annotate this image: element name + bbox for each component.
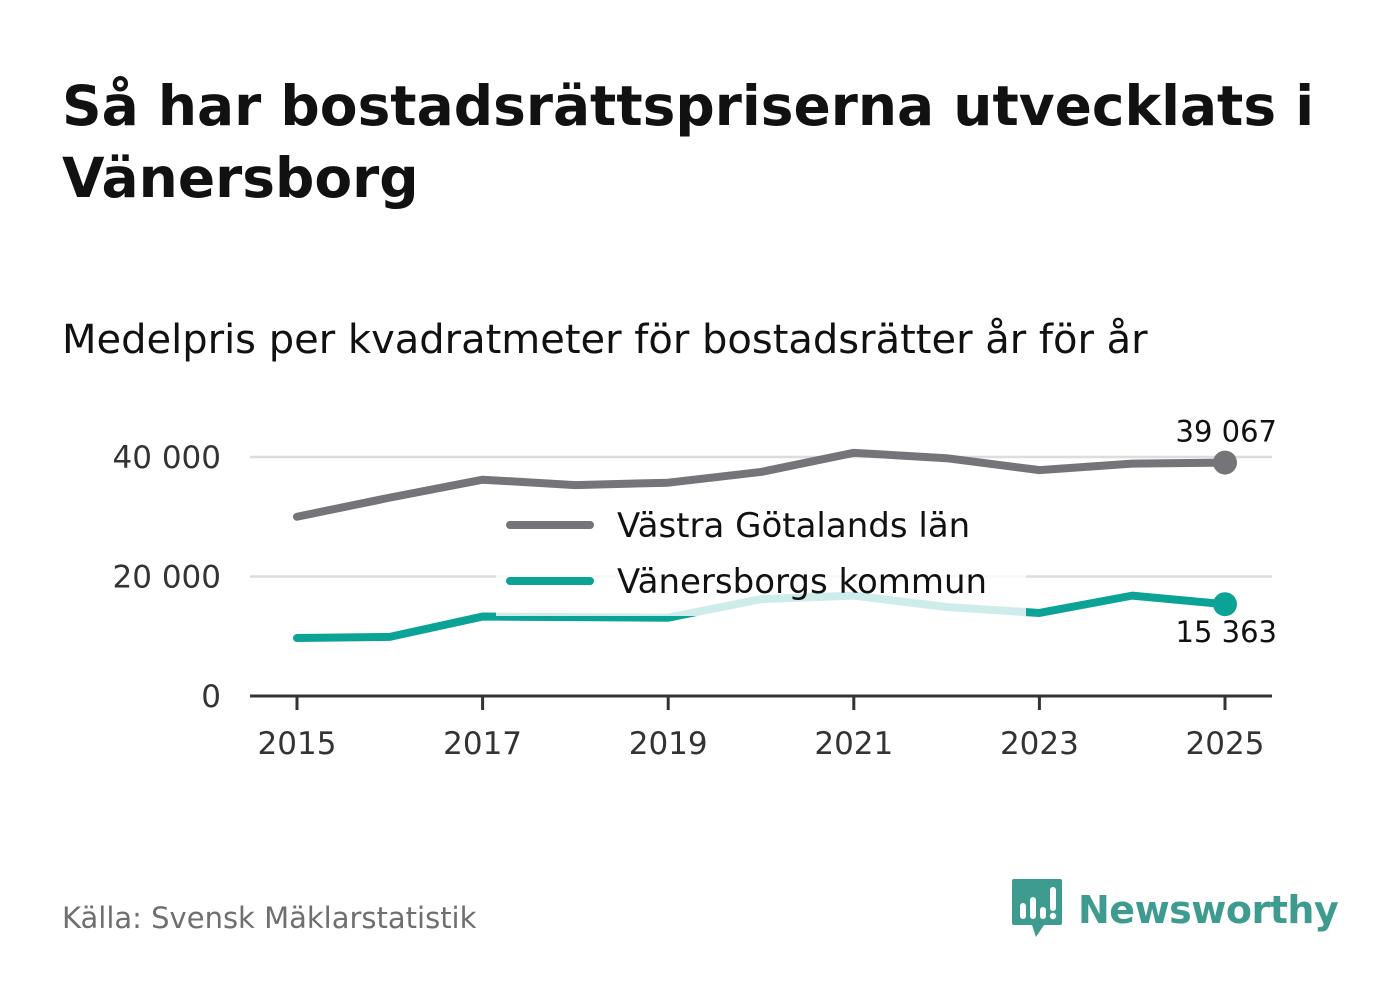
end-value-label-2: 15 363 (1176, 615, 1277, 649)
brand-name: Newsworthy (1078, 888, 1339, 932)
end-point-marker-2 (1213, 592, 1237, 617)
x-tick-label: 2015 (258, 726, 337, 762)
legend-background (496, 500, 1026, 616)
end-value-label-1: 39 067 (1176, 415, 1277, 449)
chart-title: Så har bostadsrättspriserna utvecklats i… (62, 74, 1315, 210)
brand-logo[interactable]: Newsworthy (1010, 877, 1339, 943)
x-tick-label: 2017 (443, 726, 522, 762)
x-tick-label: 2025 (1186, 726, 1265, 762)
legend-label-1: Västra Götalands län (617, 506, 970, 546)
chart-subtitle: Medelpris per kvadratmeter för bostadsrä… (62, 317, 1148, 363)
x-tick-label: 2019 (629, 726, 708, 762)
x-tick-label: 2021 (814, 726, 893, 762)
x-tick-label: 2023 (1000, 726, 1079, 762)
y-tick-label: 0 (201, 679, 221, 715)
end-point-marker-1 (1213, 450, 1237, 475)
y-tick-label: 20 000 (113, 560, 221, 596)
y-tick-label: 40 000 (113, 440, 221, 476)
legend-label-2: Vänersborgs kommun (617, 562, 987, 602)
series-line-1 (293, 448, 1229, 521)
source-note: Källa: Svensk Mäklarstatistik (62, 901, 477, 935)
newsworthy-logo-icon (1010, 877, 1064, 943)
